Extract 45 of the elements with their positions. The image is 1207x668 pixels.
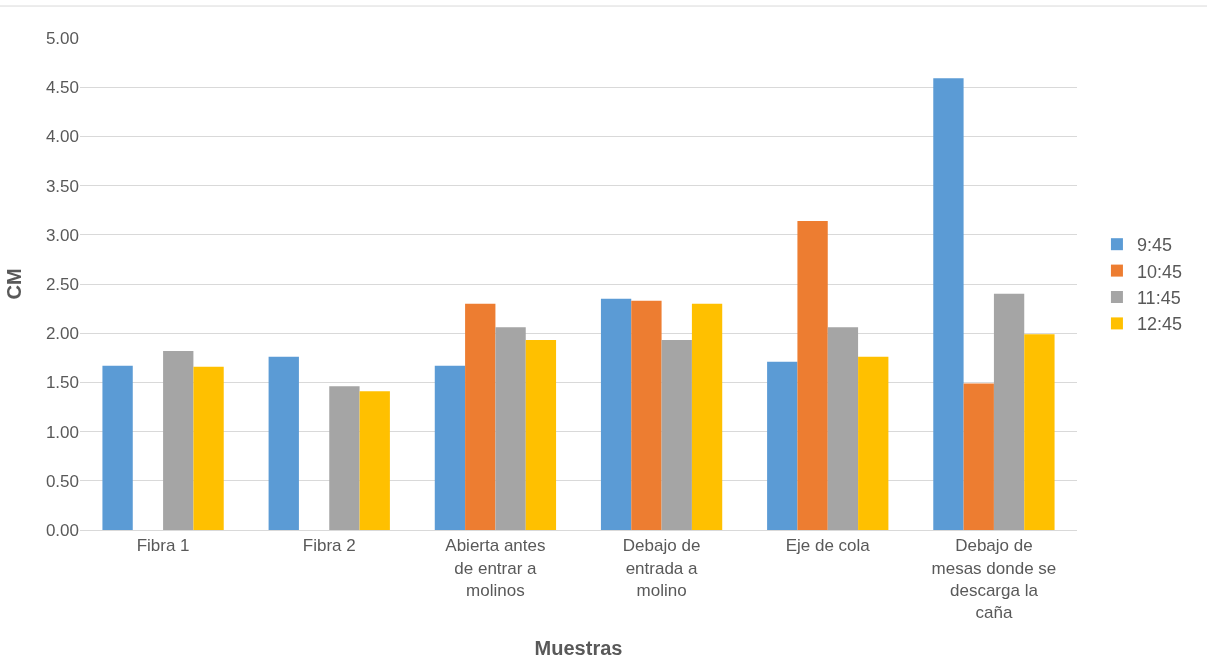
bar <box>631 300 662 530</box>
y-tick-label: 3.00 <box>45 225 79 245</box>
bar <box>465 303 496 530</box>
bar <box>993 293 1025 530</box>
y-tick-label: 2.00 <box>45 324 79 344</box>
y-tick-label: 0.00 <box>45 520 79 540</box>
bar <box>600 298 632 530</box>
y-tick-label: 4.50 <box>45 78 79 98</box>
bar <box>797 221 828 530</box>
y-tick-label: 0.50 <box>45 471 79 491</box>
bar <box>525 340 557 530</box>
x-axis-title: Muestras <box>534 637 623 660</box>
y-tick-label: 5.00 <box>45 28 79 48</box>
x-tick-label: Abierta antes de entrar a molinos <box>445 536 546 600</box>
x-tick-label: Debajo de entrada a molino <box>622 536 701 600</box>
y-tick-label: 3.50 <box>45 176 79 196</box>
legend-label: 12:45 <box>1136 314 1182 335</box>
bar <box>933 78 964 530</box>
bar <box>434 365 466 530</box>
y-tick-label: 1.00 <box>45 422 79 442</box>
bar <box>858 356 889 530</box>
bar <box>827 327 859 530</box>
bar <box>661 340 692 530</box>
bar <box>767 361 798 530</box>
bar <box>495 327 526 530</box>
y-tick-label: 2.50 <box>45 274 79 294</box>
x-tick-label: Fibra 1 <box>136 536 190 556</box>
bar <box>963 383 994 530</box>
bar <box>359 391 390 530</box>
bar <box>1024 334 1055 530</box>
x-tick-label: Debajo de mesas donde se descarga la caña <box>931 536 1057 622</box>
bar <box>163 350 194 530</box>
legend-label: 9:45 <box>1136 235 1172 256</box>
legend-label: 10:45 <box>1136 261 1182 282</box>
y-axis-title: CM <box>3 268 26 300</box>
bar <box>102 365 133 530</box>
x-tick-label: Eje de cola <box>785 536 871 556</box>
legend-label: 11:45 <box>1136 288 1181 309</box>
bar <box>268 356 299 530</box>
bar <box>691 303 723 530</box>
y-tick-label: 1.50 <box>45 373 79 393</box>
x-tick-label: Fibra 2 <box>302 536 356 556</box>
bar <box>193 366 224 530</box>
bar <box>329 386 360 530</box>
y-tick-label: 4.00 <box>45 127 79 147</box>
